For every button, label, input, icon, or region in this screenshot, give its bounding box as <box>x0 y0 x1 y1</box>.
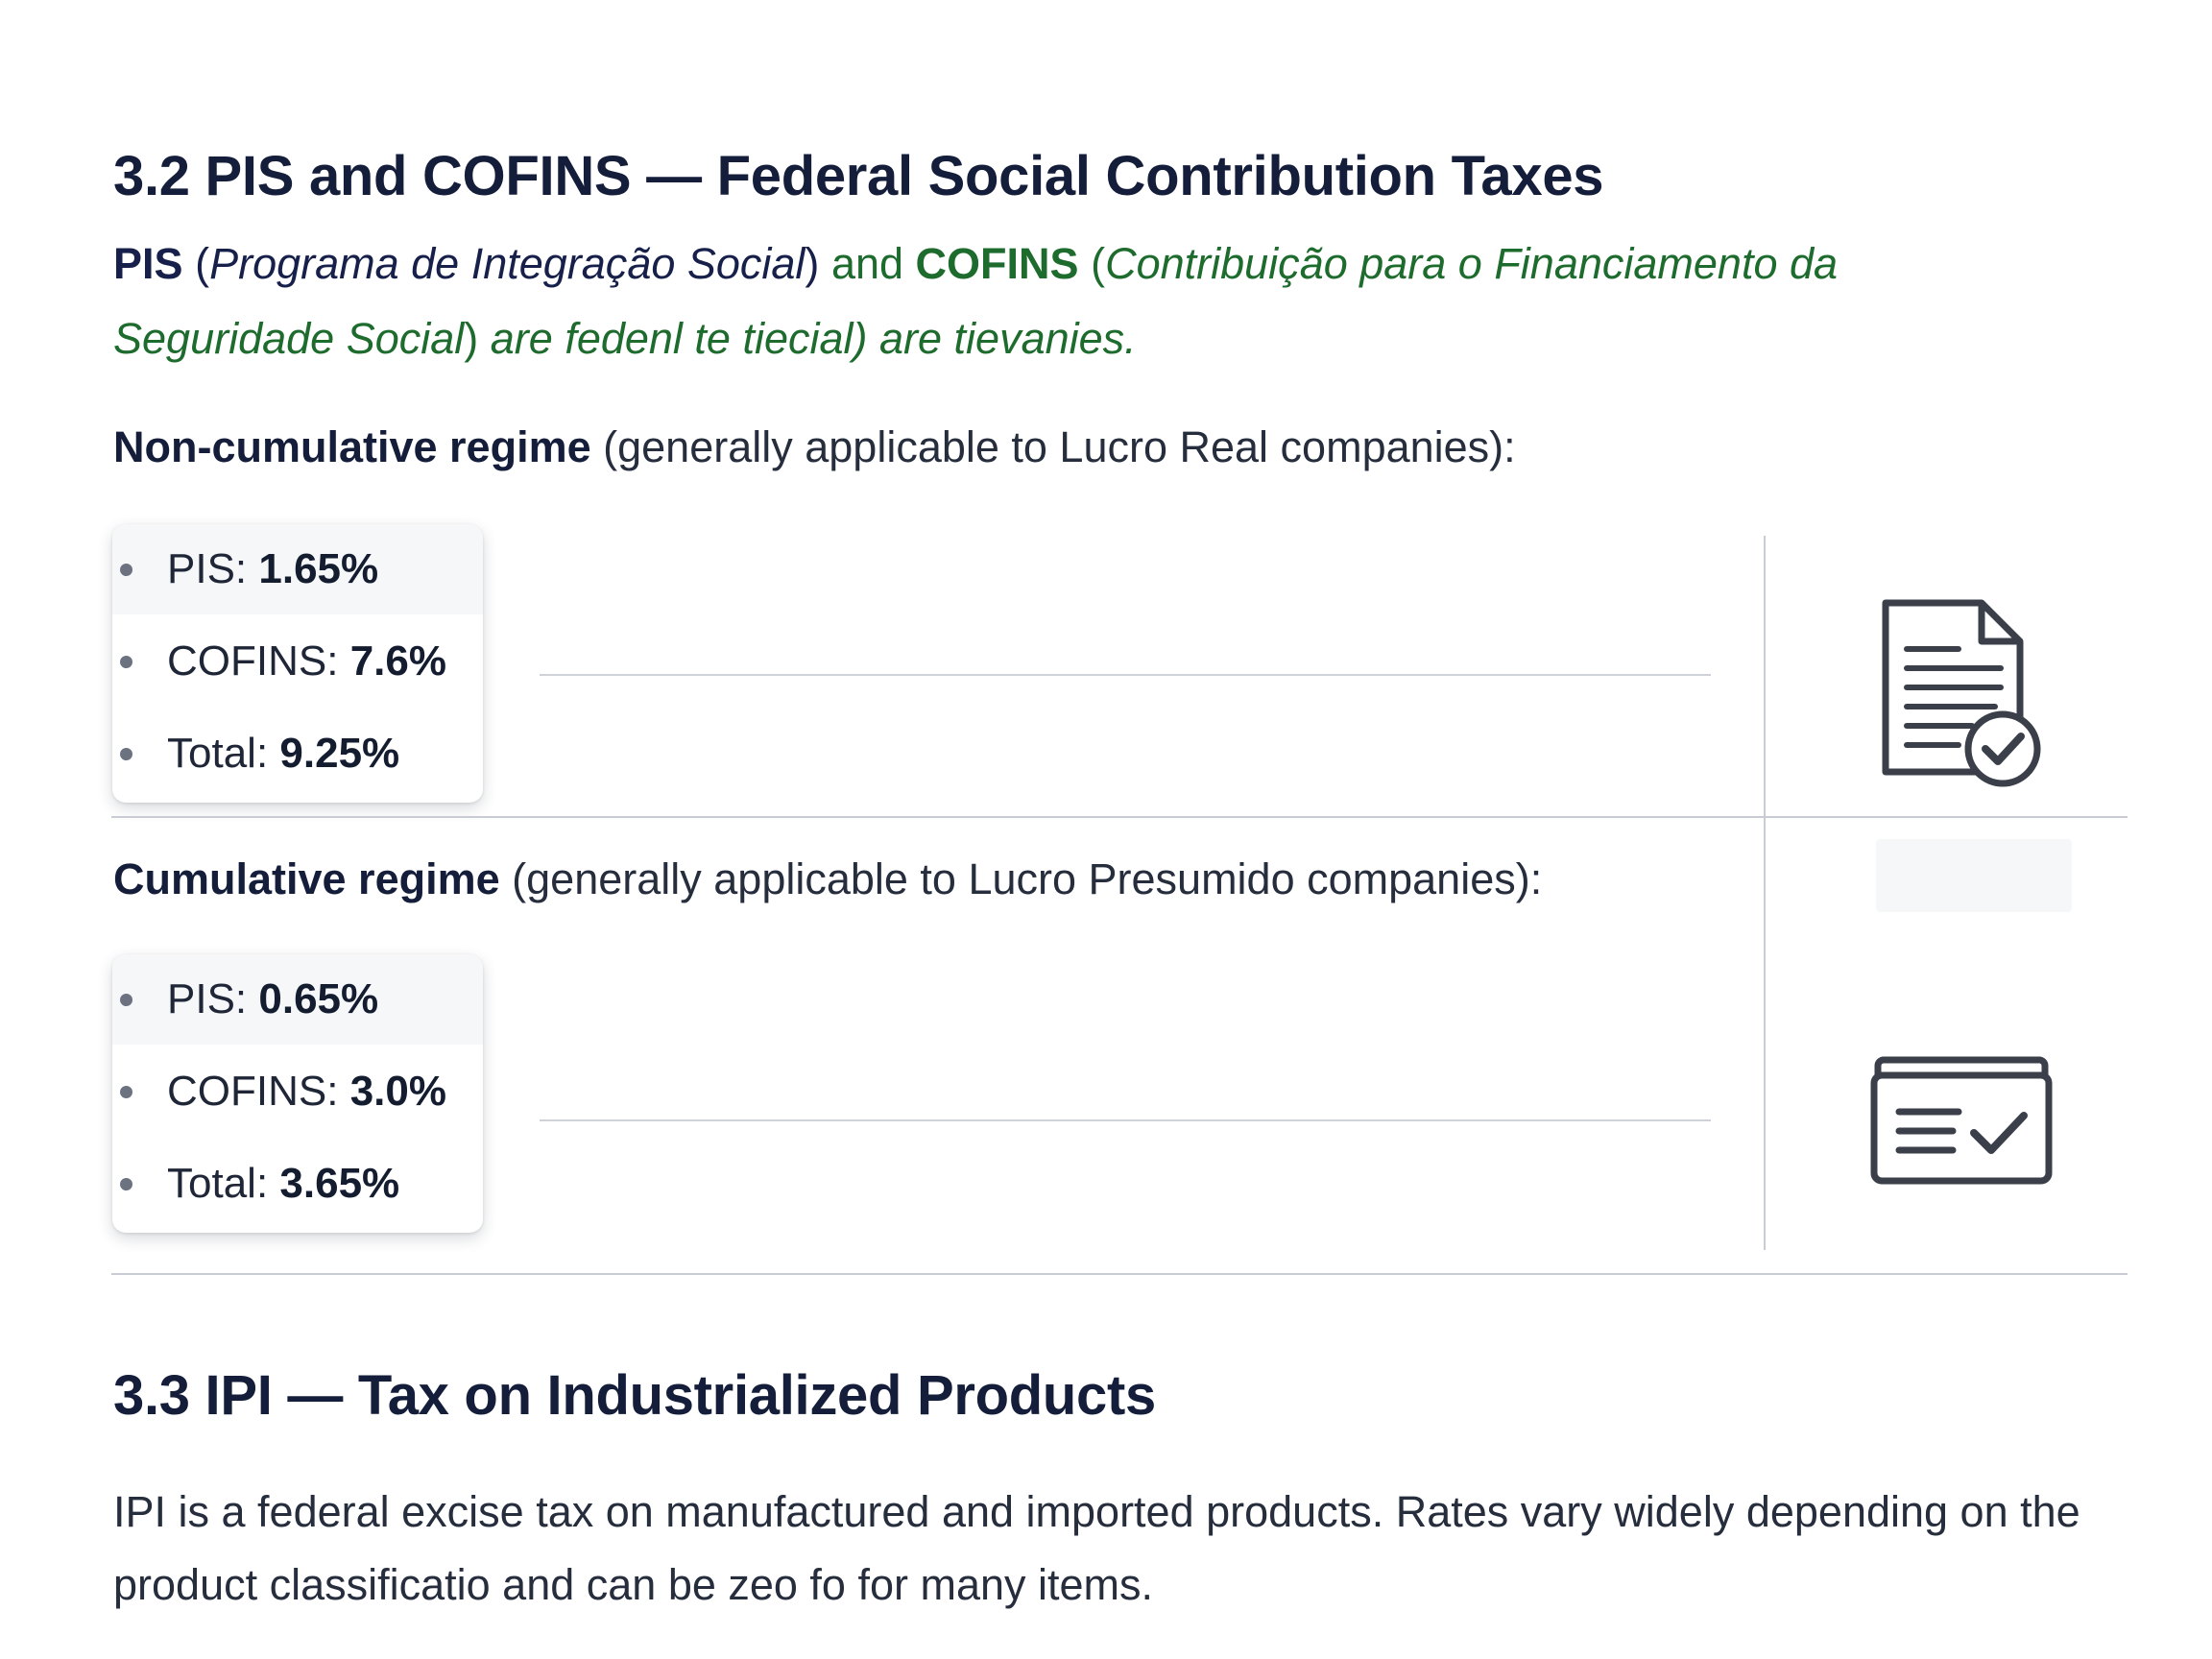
rate-name: COFINS: <box>167 637 339 685</box>
section-divider <box>111 1273 2128 1275</box>
bullet-icon <box>120 747 132 760</box>
divider <box>540 1119 1711 1121</box>
intro-and: and <box>830 239 904 288</box>
rate-name: Total: <box>167 1160 269 1207</box>
rate-value: 3.0% <box>349 1068 446 1115</box>
document-check-icon <box>1882 599 2041 787</box>
list-item: PIS: 0.65% <box>112 954 483 1045</box>
section-title-pis-cofins: 3.2 PIS and COFINS — Federal Social Cont… <box>113 145 1604 208</box>
cofins-term: COFINS <box>915 239 1079 288</box>
cumulative-regime-heading: Cumulative regime (generally applicable … <box>113 854 1542 904</box>
list-item: COFINS: 3.0% <box>112 1046 483 1137</box>
non-cumulative-regime-heading: Non-cumulative regime (generally applica… <box>113 422 1516 472</box>
rate-name: PIS: <box>167 545 248 592</box>
ipi-paragraph: IPI is a federal excise tax on manufactu… <box>113 1487 2080 1609</box>
divider <box>540 674 1711 676</box>
pis-term: PIS <box>113 239 183 288</box>
placeholder-block <box>1876 839 2072 912</box>
pis-cofins-intro-paragraph: PIS (Programa de Integração Social) and … <box>113 239 1839 363</box>
cumulative-label: Cumulative regime <box>113 854 500 903</box>
bullet-icon <box>120 993 132 1006</box>
rate-value: 9.25% <box>279 730 400 777</box>
pis-full-name: Programa de Integração Social <box>209 239 805 288</box>
cofins-full-name: Contribuição para o Financiamento da Seg… <box>113 239 1839 363</box>
divider <box>111 816 2128 818</box>
bullet-icon <box>120 1085 132 1098</box>
non-cumulative-rates-card: PIS: 1.65% COFINS: 7.6% Total: 9.25% <box>112 524 483 803</box>
list-item: Total: 3.65% <box>112 1139 483 1229</box>
section-title-ipi: 3.3 IPI — Tax on Industrialized Products <box>113 1364 1156 1428</box>
bullet-icon <box>120 1177 132 1190</box>
intro-tail: are fedenl te tiecial) are tievanies. <box>490 314 1137 363</box>
vertical-divider <box>1764 536 1766 1250</box>
bullet-icon <box>120 655 132 668</box>
rate-name: Total: <box>167 730 269 777</box>
list-item: Total: 9.25% <box>112 709 483 799</box>
list-item: COFINS: 7.6% <box>112 616 483 707</box>
rate-value: 7.6% <box>349 637 446 685</box>
rate-value: 1.65% <box>258 545 379 592</box>
list-item: PIS: 1.65% <box>112 524 483 614</box>
rate-name: PIS: <box>167 975 248 1022</box>
bullet-icon <box>120 563 132 576</box>
rate-value: 0.65% <box>258 975 379 1022</box>
rate-value: 3.65% <box>279 1160 400 1207</box>
cumulative-note: (generally applicable to Lucro Presumido… <box>512 854 1543 903</box>
cumulative-rates-card: PIS: 0.65% COFINS: 3.0% Total: 3.65% <box>112 954 483 1233</box>
non-cumulative-note: (generally applicable to Lucro Real comp… <box>603 422 1516 471</box>
rate-name: COFINS: <box>167 1068 339 1115</box>
form-check-icon <box>1870 1056 2053 1185</box>
non-cumulative-label: Non-cumulative regime <box>113 422 591 471</box>
